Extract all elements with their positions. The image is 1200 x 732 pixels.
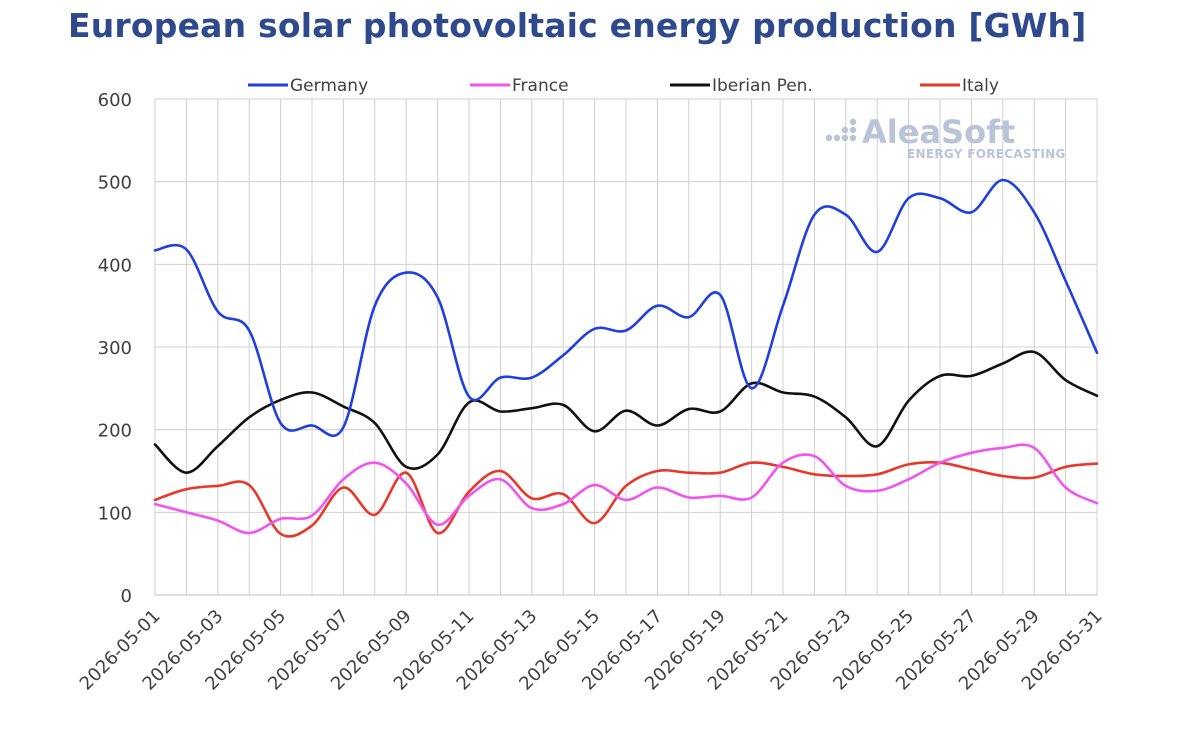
y-tick-label: 500 — [98, 173, 132, 194]
watermark-tagline: ENERGY FORECASTING — [907, 147, 1066, 161]
aleasoft-logo-icon — [825, 118, 857, 142]
series-line-germany — [153, 178, 1099, 437]
series-line-france — [153, 443, 1099, 535]
legend: Germany France Iberian Pen. Italy — [248, 76, 999, 96]
y-tick-label: 300 — [98, 338, 132, 359]
y-axis: 0 100 200 300 400 500 600 — [98, 90, 132, 607]
legend-label-germany: Germany — [290, 76, 368, 96]
watermark-brand: AleaSoft — [862, 113, 1015, 151]
chart-title: European solar photovoltaic energy produ… — [68, 6, 1087, 45]
y-tick-label: 100 — [98, 503, 132, 524]
y-tick-label: 600 — [98, 90, 132, 111]
series-lines — [153, 178, 1099, 538]
series-line-iberian-pen — [153, 350, 1099, 475]
legend-label-italy: Italy — [962, 76, 999, 96]
y-tick-label: 400 — [98, 255, 132, 276]
legend-label-france: France — [512, 76, 569, 96]
y-tick-label: 200 — [98, 421, 132, 442]
legend-label-iberian-pen: Iberian Pen. — [712, 76, 813, 96]
aleasoft-watermark: AleaSoft ENERGY FORECASTING — [825, 113, 1066, 161]
y-tick-label: 0 — [121, 586, 132, 607]
gridlines — [154, 98, 1098, 596]
x-axis: 2026-05-012026-05-032026-05-052026-05-07… — [76, 606, 1107, 695]
